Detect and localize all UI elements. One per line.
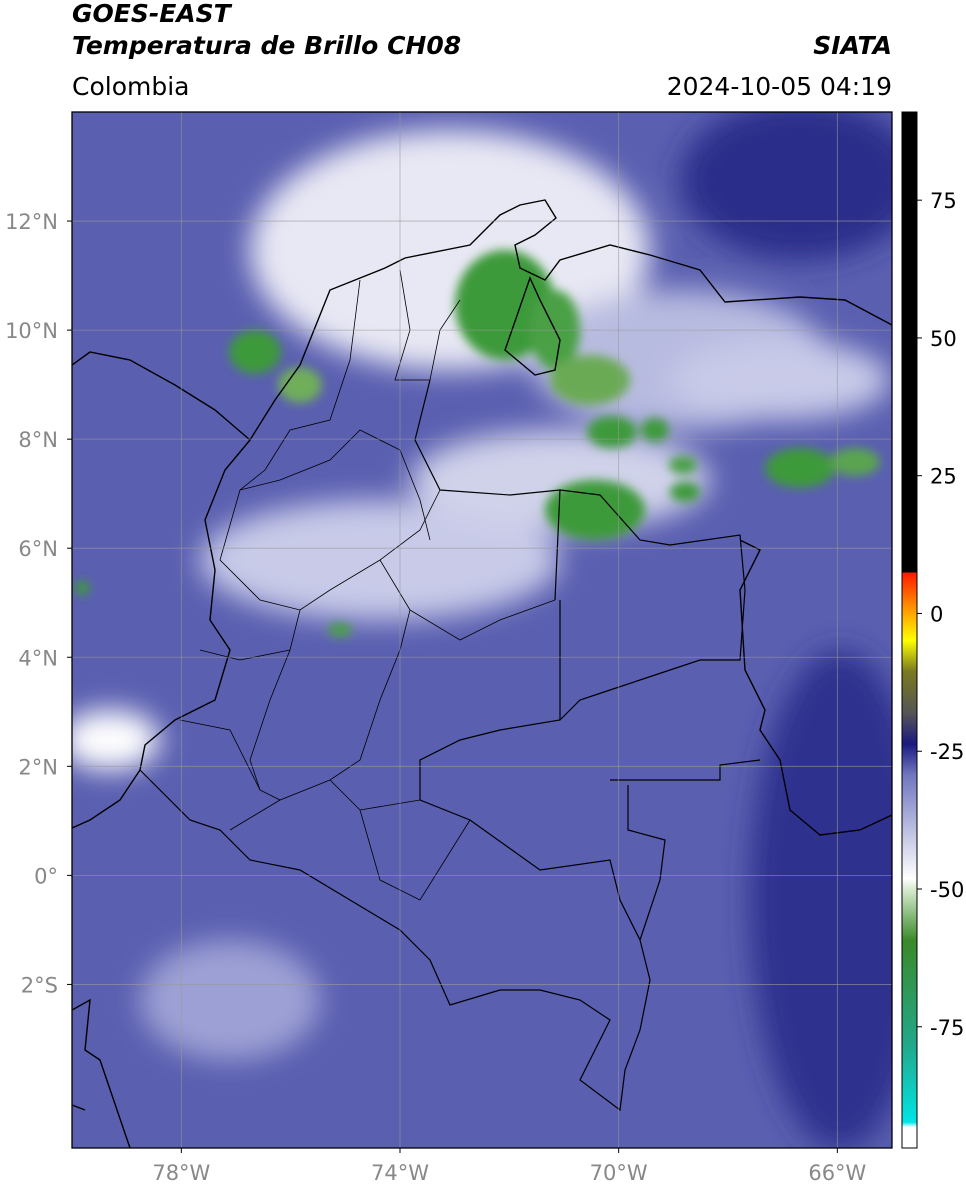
y-tick-label: 6°N xyxy=(18,537,58,561)
colorbar-tick-label: -50 xyxy=(930,878,964,902)
y-tick-label: 2°N xyxy=(18,755,58,779)
x-tick-label: 74°W xyxy=(371,1161,429,1185)
source: SIATA xyxy=(813,31,892,60)
colorbar-tick-label: -25 xyxy=(930,740,964,764)
colorbar-tick-label: 25 xyxy=(930,465,957,489)
region: Colombia xyxy=(72,72,189,101)
x-tick-label: 66°W xyxy=(808,1161,866,1185)
satellite-image xyxy=(72,112,892,1148)
colorbar xyxy=(901,111,918,1149)
title: Temperatura de Brillo CH08 xyxy=(72,31,461,60)
y-tick-label: 4°N xyxy=(18,646,58,670)
y-tick-label: 0° xyxy=(34,864,58,888)
map-frame xyxy=(71,111,893,1149)
colorbar-tick-label: 75 xyxy=(930,189,957,213)
coastline xyxy=(72,199,892,1148)
border xyxy=(139,379,761,1112)
y-tick-label: 12°N xyxy=(5,210,58,234)
departments xyxy=(179,269,556,901)
datetime: 2024-10-05 04:19 xyxy=(667,72,892,101)
y-tick-label: 2°S xyxy=(21,973,58,997)
x-tick-label: 70°W xyxy=(590,1161,648,1185)
y-tick-label: 8°N xyxy=(18,428,58,452)
colorbar-tick-label: -75 xyxy=(930,1016,964,1040)
colorbar-tick-label: 0 xyxy=(930,602,943,626)
y-tick-label: 10°N xyxy=(5,319,58,343)
colorbar-tick-label: 50 xyxy=(930,327,957,351)
x-tick-label: 78°W xyxy=(152,1161,210,1185)
title: GOES-EAST xyxy=(72,0,233,28)
